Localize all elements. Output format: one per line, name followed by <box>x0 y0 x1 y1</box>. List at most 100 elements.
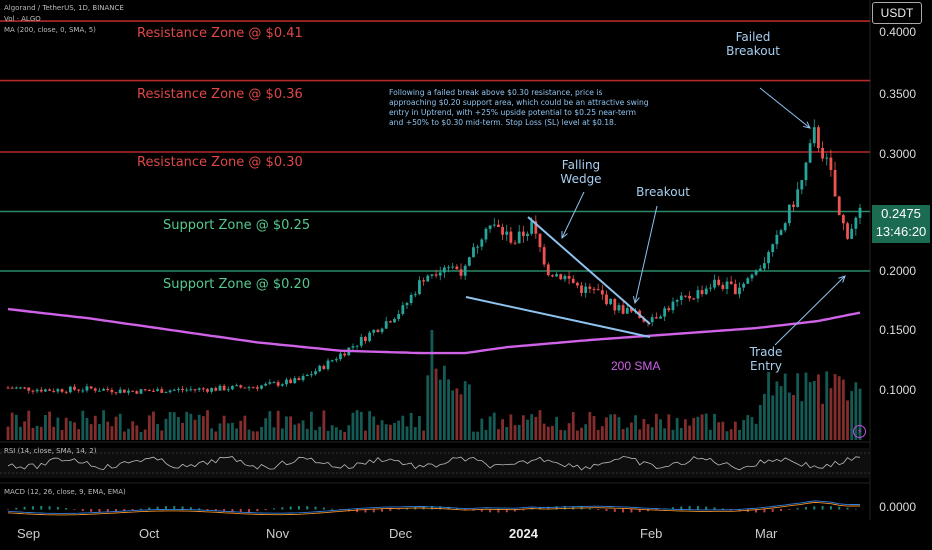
candle-body <box>721 284 725 289</box>
macd-histogram-bar <box>821 506 824 510</box>
candle-body <box>206 389 209 392</box>
volume-bar <box>73 422 76 440</box>
volume-bar <box>93 415 97 440</box>
candle-body <box>243 387 247 389</box>
macd-histogram-bar <box>555 506 558 510</box>
macd-histogram-bar <box>522 509 525 511</box>
candle-body <box>538 233 542 248</box>
volume-bar <box>588 412 592 440</box>
volume-bar <box>497 429 500 440</box>
candle-body <box>127 390 130 393</box>
volume-bar <box>609 414 613 440</box>
volume-bar <box>792 395 795 440</box>
volume-bar <box>297 423 301 440</box>
macd-histogram-bar <box>31 506 34 510</box>
candle-body <box>825 157 829 159</box>
volume-bar <box>98 424 101 440</box>
candle-body <box>708 287 712 289</box>
candle-body <box>613 298 617 311</box>
volume-bar <box>314 430 317 440</box>
volume-bar <box>841 379 845 440</box>
macd-histogram-bar <box>48 506 51 510</box>
ma-legend: MA (200, close, 0, SMA, 5) <box>4 26 96 34</box>
candle-body <box>455 266 459 270</box>
volume-bar <box>534 416 538 440</box>
candle-body <box>114 392 118 394</box>
volume-bar <box>796 373 800 440</box>
volume-bar <box>825 371 829 440</box>
candle-body <box>309 374 313 376</box>
volume-bar <box>264 418 268 440</box>
candle-body <box>218 385 222 391</box>
volume-bar <box>285 416 288 440</box>
candle-body <box>717 279 721 285</box>
falling-wedge-arrow-head <box>561 230 568 240</box>
breakout-arrow-head <box>632 296 640 305</box>
volume-bar <box>538 410 542 440</box>
volume-bar <box>713 413 716 440</box>
candle-body <box>168 390 172 393</box>
volume-bar <box>355 410 359 440</box>
candle-body <box>738 287 741 295</box>
volume-bar <box>39 426 43 440</box>
candle-body <box>580 285 583 293</box>
candle-body <box>330 360 334 362</box>
volume-bar <box>397 420 401 440</box>
candle-body <box>663 308 667 317</box>
candle-body <box>239 385 243 388</box>
volume-bar <box>621 429 625 440</box>
macd-histogram-bar <box>597 509 600 510</box>
volume-bar <box>122 431 126 440</box>
volume-bar <box>725 431 729 440</box>
candle-body <box>164 392 168 394</box>
macd-histogram-bar <box>780 509 783 511</box>
candle-body <box>143 389 147 391</box>
candle-body <box>659 316 662 319</box>
macd-histogram-bar <box>389 509 392 511</box>
failed-breakout-arrow-head <box>803 121 811 129</box>
macd-histogram-bar <box>680 506 683 510</box>
currency-selector[interactable]: USDT <box>872 2 922 24</box>
macd-histogram-bar <box>189 507 192 510</box>
trade-entry-label: Trade Entry <box>749 345 783 373</box>
candle-body <box>555 274 559 277</box>
macd-histogram-bar <box>314 506 317 510</box>
resistance-zone-041-label: Resistance Zone @ $0.41 <box>137 26 303 41</box>
volume-bar <box>575 430 579 440</box>
candle-body <box>617 305 621 311</box>
candle-body <box>156 389 160 391</box>
volume-bar <box>559 429 563 440</box>
candle-body <box>833 169 837 197</box>
volume-bar <box>85 417 89 440</box>
candle-body <box>817 127 820 149</box>
candle-body <box>654 317 658 319</box>
volume-bar <box>654 413 658 440</box>
volume-bar <box>646 424 650 440</box>
lightning-icon[interactable]: ⚡ <box>853 425 866 438</box>
macd-histogram-bar <box>281 507 284 510</box>
volume-bar <box>767 372 770 440</box>
volume-bar <box>438 379 442 440</box>
candle-body <box>704 288 708 295</box>
volume-bar <box>484 429 488 440</box>
macd-histogram-bar <box>347 509 350 512</box>
volume-bar <box>630 422 633 440</box>
volume-bar <box>650 427 654 440</box>
macd-histogram-bar <box>297 506 300 510</box>
candle-body <box>754 270 758 275</box>
volume-bar <box>114 416 118 440</box>
macd-y-tick-label: 0.0000 <box>879 500 916 514</box>
candle-body <box>197 388 201 390</box>
macd-histogram-bar <box>405 507 408 510</box>
candle-body <box>23 387 27 389</box>
volume-bar <box>434 368 438 440</box>
candle-body <box>135 391 139 394</box>
volume-bar <box>704 413 708 440</box>
volume-bar <box>31 427 35 440</box>
volume-bar <box>147 415 151 440</box>
candle-body <box>359 337 363 346</box>
volume-bar <box>10 412 14 440</box>
candle-body <box>60 389 64 392</box>
macd-histogram-bar <box>173 506 176 510</box>
